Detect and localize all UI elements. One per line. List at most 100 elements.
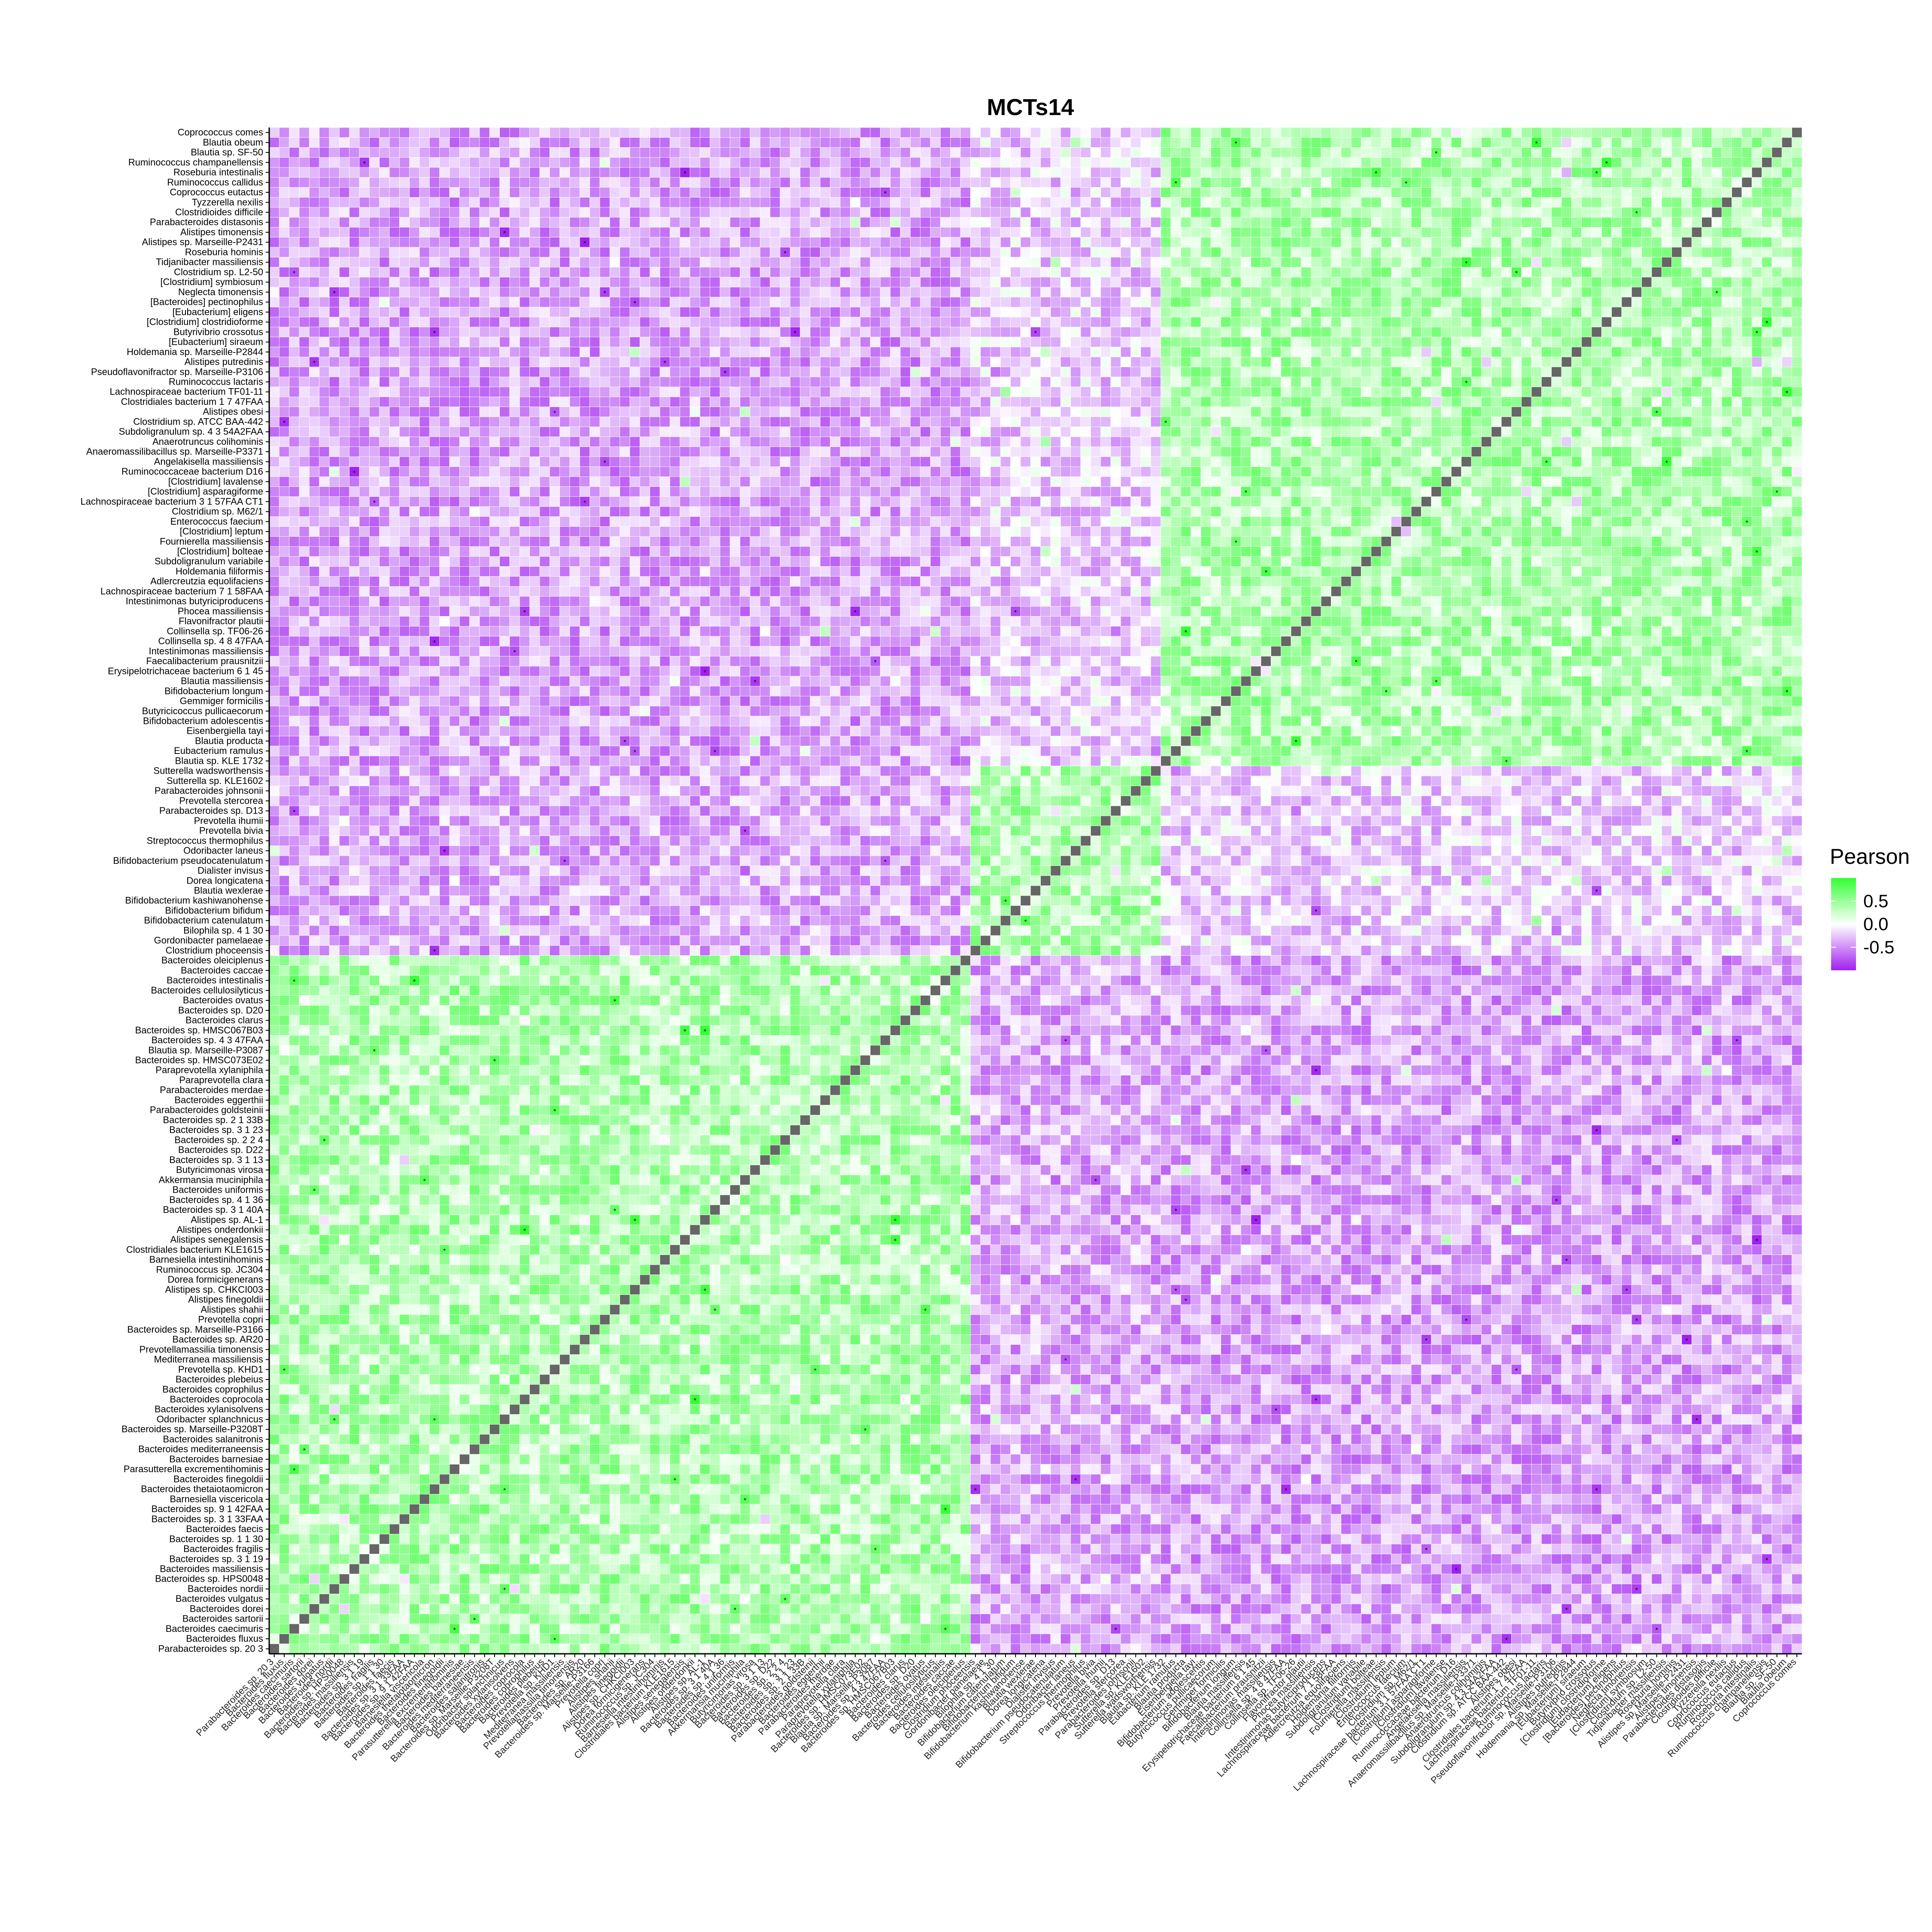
- heatmap-cell: [820, 426, 831, 437]
- heatmap-cell: [1661, 317, 1672, 328]
- heatmap-cell: [1431, 287, 1442, 298]
- heatmap-cell: [1090, 357, 1101, 368]
- heatmap-cell: [579, 267, 590, 278]
- heatmap-cell: [489, 267, 500, 278]
- heatmap-cell: [469, 277, 480, 288]
- heatmap-cell: [1751, 416, 1762, 427]
- heatmap-cell: [1230, 407, 1241, 417]
- heatmap-cell: [499, 416, 510, 427]
- heatmap-cell: [1210, 346, 1221, 358]
- heatmap-cell: [1010, 357, 1021, 368]
- heatmap-cell: [1732, 227, 1742, 238]
- heatmap-cell: [1270, 377, 1282, 387]
- heatmap-cell: [1221, 257, 1231, 267]
- heatmap-cell: [1701, 307, 1712, 318]
- heatmap-cell: [1070, 167, 1081, 178]
- heatmap-cell: [419, 426, 430, 437]
- heatmap-cell: [1471, 396, 1482, 407]
- heatmap-cell: [359, 337, 370, 347]
- heatmap-cell: [519, 407, 530, 417]
- heatmap-cell: [1351, 396, 1361, 407]
- heatmap-cell: [950, 396, 961, 407]
- heatmap-cell: [770, 377, 781, 387]
- heatmap-cell: [1331, 167, 1342, 178]
- heatmap-cell: [990, 416, 1001, 427]
- heatmap-cell: [399, 386, 410, 397]
- heatmap-cell: [850, 187, 861, 198]
- heatmap-cell: [1732, 386, 1742, 397]
- heatmap-cell: [349, 217, 360, 228]
- heatmap-cell: [609, 187, 620, 198]
- heatmap-cell: [1180, 317, 1191, 328]
- heatmap-cell: [1741, 287, 1752, 298]
- heatmap-cell: [1230, 157, 1241, 168]
- heatmap-cell: [1451, 187, 1462, 198]
- heatmap-cell: [1631, 426, 1642, 437]
- heatmap-cell: [1090, 297, 1101, 307]
- heatmap-cell: [1711, 426, 1722, 437]
- heatmap-cell: [1551, 386, 1562, 397]
- heatmap-cell: [1751, 277, 1762, 288]
- heatmap-cell: [880, 377, 891, 387]
- heatmap-cell: [1541, 177, 1552, 188]
- heatmap-cell: [589, 287, 600, 298]
- heatmap-cell: [1321, 426, 1331, 437]
- heatmap-cell: [659, 307, 670, 318]
- heatmap-cell: [820, 207, 831, 218]
- heatmap-cell: [1010, 127, 1021, 138]
- heatmap-cell: [1140, 177, 1151, 188]
- heatmap-cell: [1060, 277, 1071, 288]
- heatmap-cell: [1521, 157, 1532, 168]
- heatmap-cell: [419, 147, 430, 158]
- heatmap-cell: [1080, 386, 1091, 397]
- heatmap-cell: [1591, 267, 1602, 278]
- heatmap-cell: [970, 217, 981, 228]
- heatmap-cell: [589, 337, 600, 347]
- heatmap-cell: [900, 147, 911, 158]
- heatmap-cell: [759, 367, 771, 377]
- heatmap-cell: [1531, 207, 1542, 218]
- heatmap-cell: [519, 386, 530, 397]
- heatmap-cell: [840, 426, 851, 437]
- heatmap-cell: [1471, 267, 1482, 278]
- heatmap-cell: [1721, 227, 1732, 238]
- heatmap-cell: [690, 217, 700, 228]
- heatmap-cell: [1351, 287, 1361, 298]
- heatmap-cell: [439, 217, 450, 228]
- heatmap-cell: [1681, 137, 1692, 148]
- heatmap-cell: [449, 247, 460, 258]
- heatmap-cell: [509, 217, 520, 228]
- heatmap-cell: [1401, 197, 1412, 208]
- heatmap-cell: [1351, 357, 1361, 368]
- heatmap-cell: [1170, 416, 1181, 427]
- heatmap-cell: [1341, 187, 1352, 198]
- heatmap-cell: [1781, 297, 1792, 307]
- heatmap-cell: [650, 407, 660, 417]
- heatmap-cell: [609, 436, 620, 447]
- heatmap-cell: [559, 187, 570, 198]
- heatmap-cell: [780, 436, 790, 447]
- heatmap-cell: [479, 386, 490, 397]
- heatmap-cell: [1661, 287, 1672, 298]
- heatmap-cell: [1230, 267, 1241, 278]
- heatmap-cell: [1611, 367, 1622, 377]
- heatmap-cell: [950, 407, 961, 417]
- heatmap-cell: [1281, 377, 1291, 387]
- heatmap-cell: [269, 157, 279, 168]
- heatmap-cell: [1601, 177, 1612, 188]
- heatmap-cell: [519, 327, 530, 337]
- heatmap-cell: [1170, 257, 1181, 267]
- heatmap-cell: [519, 217, 530, 228]
- heatmap-cell: [870, 416, 881, 427]
- heatmap-cell: [1491, 247, 1502, 258]
- heatmap-cell: [479, 307, 490, 318]
- heatmap-cell: [1481, 257, 1492, 267]
- heatmap-cell: [1521, 416, 1532, 427]
- heatmap-cell: [409, 267, 420, 278]
- heatmap-cell: [1080, 267, 1091, 278]
- heatmap-cell: [1080, 167, 1091, 178]
- heatmap-cell: [1261, 346, 1271, 358]
- heatmap-cell: [509, 137, 520, 148]
- heatmap-cell: [1100, 167, 1111, 178]
- heatmap-cell: [1641, 317, 1652, 328]
